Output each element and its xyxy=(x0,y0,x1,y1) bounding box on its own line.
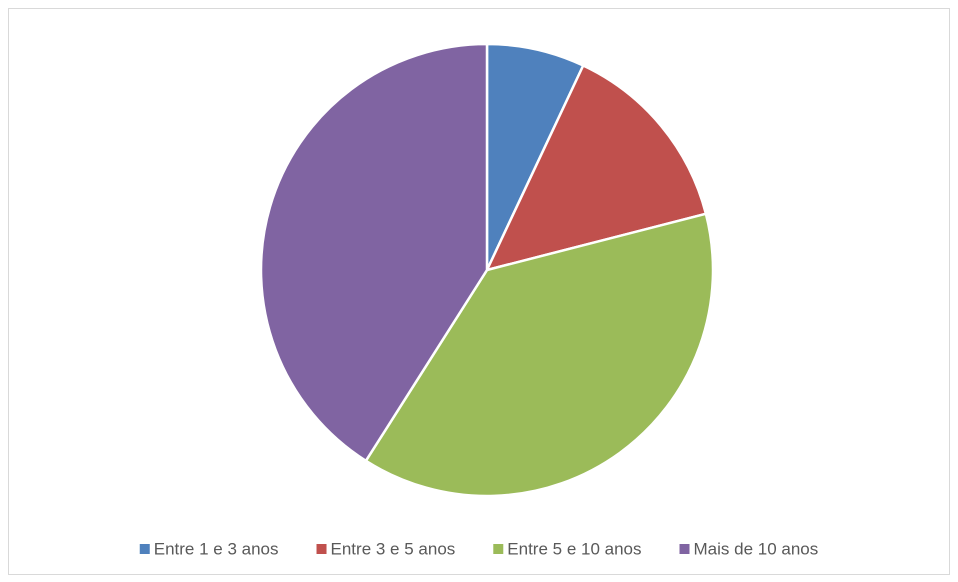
legend-label: Entre 3 e 5 anos xyxy=(331,539,456,558)
legend-label: Mais de 10 anos xyxy=(694,539,819,558)
legend-swatch xyxy=(493,544,504,554)
legend-swatch xyxy=(679,544,690,554)
legend-label: Entre 5 e 10 anos xyxy=(507,539,641,558)
pie-slice xyxy=(259,42,489,463)
pie-slice xyxy=(484,63,708,272)
legend-swatch xyxy=(139,544,150,554)
legend-swatch xyxy=(316,544,327,554)
pie-slice xyxy=(364,212,715,498)
legend-label: Entre 1 e 3 anos xyxy=(154,539,279,558)
